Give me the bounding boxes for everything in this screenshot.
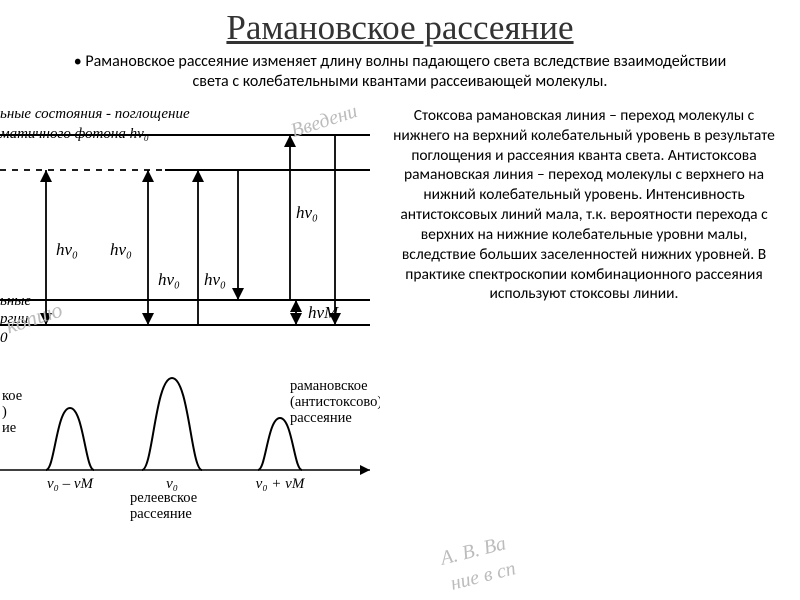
- explanation-text: Стоксова рамановская линия – переход мол…: [380, 100, 800, 530]
- svg-text:ьные состояния - поглощение: ьные состояния - поглощение: [0, 106, 190, 122]
- svg-text:ν₀ + νM: ν₀ + νM: [256, 476, 306, 492]
- svg-text:рамановское: рамановское: [290, 378, 368, 394]
- intro-text: Рамановское рассеяние изменяет длину вол…: [0, 48, 800, 100]
- energy-diagram: hν₀ hν₀ hν₀ hν₀ hν₀ hνM ьные состояния - погло…: [0, 100, 380, 530]
- svg-text:hν₀: hν₀: [204, 270, 226, 289]
- svg-text:релеевское: релеевское: [130, 490, 197, 506]
- svg-text:ьные: ьные: [0, 293, 31, 309]
- svg-text:hν₀: hν₀: [110, 240, 132, 259]
- svg-text:hν₀: hν₀: [158, 270, 180, 289]
- svg-text:hν₀: hν₀: [56, 240, 78, 259]
- svg-text:рассеяние: рассеяние: [290, 410, 352, 426]
- svg-text:кое: кое: [2, 388, 22, 404]
- svg-text:ν₀ – νM: ν₀ – νM: [47, 476, 95, 492]
- svg-text:матичного фотона hν₀: матичного фотона hν₀: [0, 126, 149, 142]
- intro-bullet: Рамановское рассеяние изменяет длину вол…: [74, 52, 726, 91]
- svg-text:рассеяние: рассеяние: [130, 506, 192, 522]
- watermark-text: ние в сп: [448, 557, 518, 595]
- svg-text:ие: ие: [2, 420, 16, 436]
- svg-text:): ): [2, 404, 7, 420]
- svg-text:hνM: hνM: [308, 303, 339, 322]
- diagram-svg: hν₀ hν₀ hν₀ hν₀ hν₀ hνM ьные состояния - погло…: [0, 100, 380, 530]
- watermark-text: А. В. Ва: [438, 532, 508, 570]
- svg-text:ргии: ргии: [0, 311, 28, 327]
- svg-text:0: 0: [0, 330, 8, 346]
- svg-text:(антистоксово): (антистоксово): [290, 394, 380, 410]
- page-title: Рамановское рассеяние: [0, 0, 800, 48]
- svg-text:hν₀: hν₀: [296, 203, 318, 222]
- content-row: hν₀ hν₀ hν₀ hν₀ hν₀ hνM ьные состояния - погло…: [0, 100, 800, 530]
